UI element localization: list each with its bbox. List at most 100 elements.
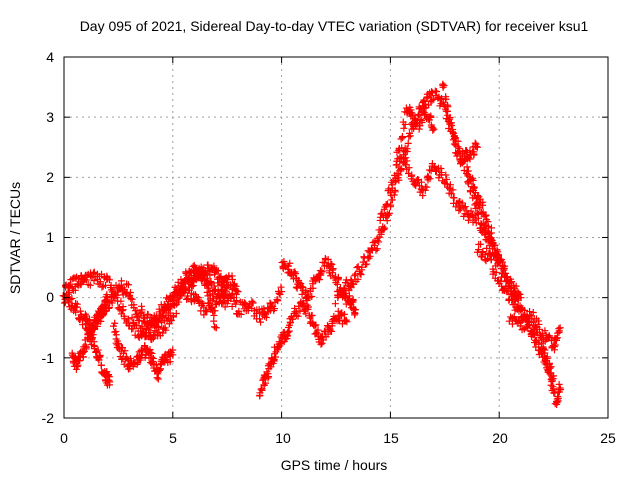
- data-point: [223, 300, 231, 308]
- data-point: [131, 331, 139, 339]
- data-point: [403, 157, 411, 165]
- data-point: [494, 276, 502, 284]
- x-tick-label: 0: [60, 430, 68, 446]
- data-point: [450, 132, 458, 140]
- data-point: [277, 283, 285, 291]
- data-point: [341, 285, 349, 293]
- y-tick-label: -2: [42, 410, 55, 426]
- data-point: [500, 266, 508, 274]
- x-tick-label: 20: [492, 430, 508, 446]
- data-point: [124, 315, 132, 323]
- data-point: [380, 205, 388, 213]
- data-point: [166, 358, 174, 366]
- y-tick-labels: -2 -1 0 1 2 3 4: [42, 49, 55, 426]
- data-point: [433, 88, 441, 96]
- data-point: [438, 169, 446, 177]
- data-point: [297, 280, 305, 288]
- data-point: [194, 293, 202, 301]
- data-point: [357, 271, 365, 279]
- data-point: [286, 259, 294, 267]
- x-tick-label: 15: [383, 430, 399, 446]
- data-point: [214, 267, 222, 275]
- data-point: [466, 177, 474, 185]
- data-point: [84, 319, 92, 327]
- y-tick-label: 2: [46, 169, 54, 185]
- y-tick-label: 1: [46, 229, 54, 245]
- data-point: [387, 191, 395, 199]
- data-point: [105, 276, 113, 284]
- data-point: [495, 251, 503, 259]
- data-point: [393, 161, 401, 169]
- data-point: [444, 103, 452, 111]
- data-point: [98, 283, 106, 291]
- data-point: [430, 125, 438, 133]
- data-point: [553, 395, 561, 403]
- data-point: [379, 225, 387, 233]
- data-point: [426, 175, 434, 183]
- series-track-8: [256, 298, 307, 400]
- data-point: [443, 175, 451, 183]
- data-point: [128, 295, 136, 303]
- data-point: [328, 327, 336, 335]
- data-point: [392, 174, 400, 182]
- data-point: [73, 300, 81, 308]
- data-point: [471, 139, 479, 147]
- data-point: [363, 260, 371, 268]
- data-point: [461, 156, 469, 164]
- data-point: [477, 208, 485, 216]
- data-point: [447, 190, 455, 198]
- data-point: [121, 347, 129, 355]
- data-point: [186, 267, 194, 275]
- data-point: [482, 211, 490, 219]
- data-point: [556, 384, 564, 392]
- data-point: [90, 343, 98, 351]
- data-point: [417, 178, 425, 186]
- data-point: [407, 106, 415, 114]
- data-point: [127, 294, 135, 302]
- data-point: [397, 165, 405, 173]
- data-point: [289, 315, 297, 323]
- data-point: [373, 245, 381, 253]
- y-tick-label: 4: [46, 49, 54, 65]
- data-point: [248, 297, 256, 305]
- series-track-13: [393, 103, 438, 169]
- data-point: [204, 261, 212, 269]
- data-point: [189, 282, 197, 290]
- series-track-7: [187, 261, 242, 298]
- data-point: [308, 293, 316, 301]
- data-point: [385, 185, 393, 193]
- data-point: [508, 278, 516, 286]
- y-tick-label: 3: [46, 109, 54, 125]
- data-point: [138, 308, 146, 316]
- data-point: [201, 280, 209, 288]
- series-track-4: [81, 316, 114, 389]
- y-tick-label: 0: [46, 289, 54, 305]
- data-point: [329, 265, 337, 273]
- data-point: [551, 341, 559, 349]
- data-point: [375, 238, 383, 246]
- data-point: [76, 357, 84, 365]
- data-point: [112, 327, 120, 335]
- series-track-14: [439, 80, 481, 168]
- data-point: [59, 292, 67, 300]
- data-point: [167, 317, 175, 325]
- data-point: [317, 340, 325, 348]
- data-point: [378, 209, 386, 217]
- data-point: [498, 273, 506, 281]
- data-point: [383, 217, 391, 225]
- data-point: [388, 196, 396, 204]
- data-point: [117, 297, 125, 305]
- data-point: [540, 345, 548, 353]
- data-point: [261, 379, 269, 387]
- data-point: [309, 284, 317, 292]
- data-point: [502, 283, 510, 291]
- data-point: [415, 125, 423, 133]
- data-point: [452, 137, 460, 145]
- data-point: [294, 312, 302, 320]
- data-point: [551, 389, 559, 397]
- data-point: [497, 256, 505, 264]
- data-point: [308, 311, 316, 319]
- data-point: [474, 214, 482, 222]
- data-point: [510, 296, 518, 304]
